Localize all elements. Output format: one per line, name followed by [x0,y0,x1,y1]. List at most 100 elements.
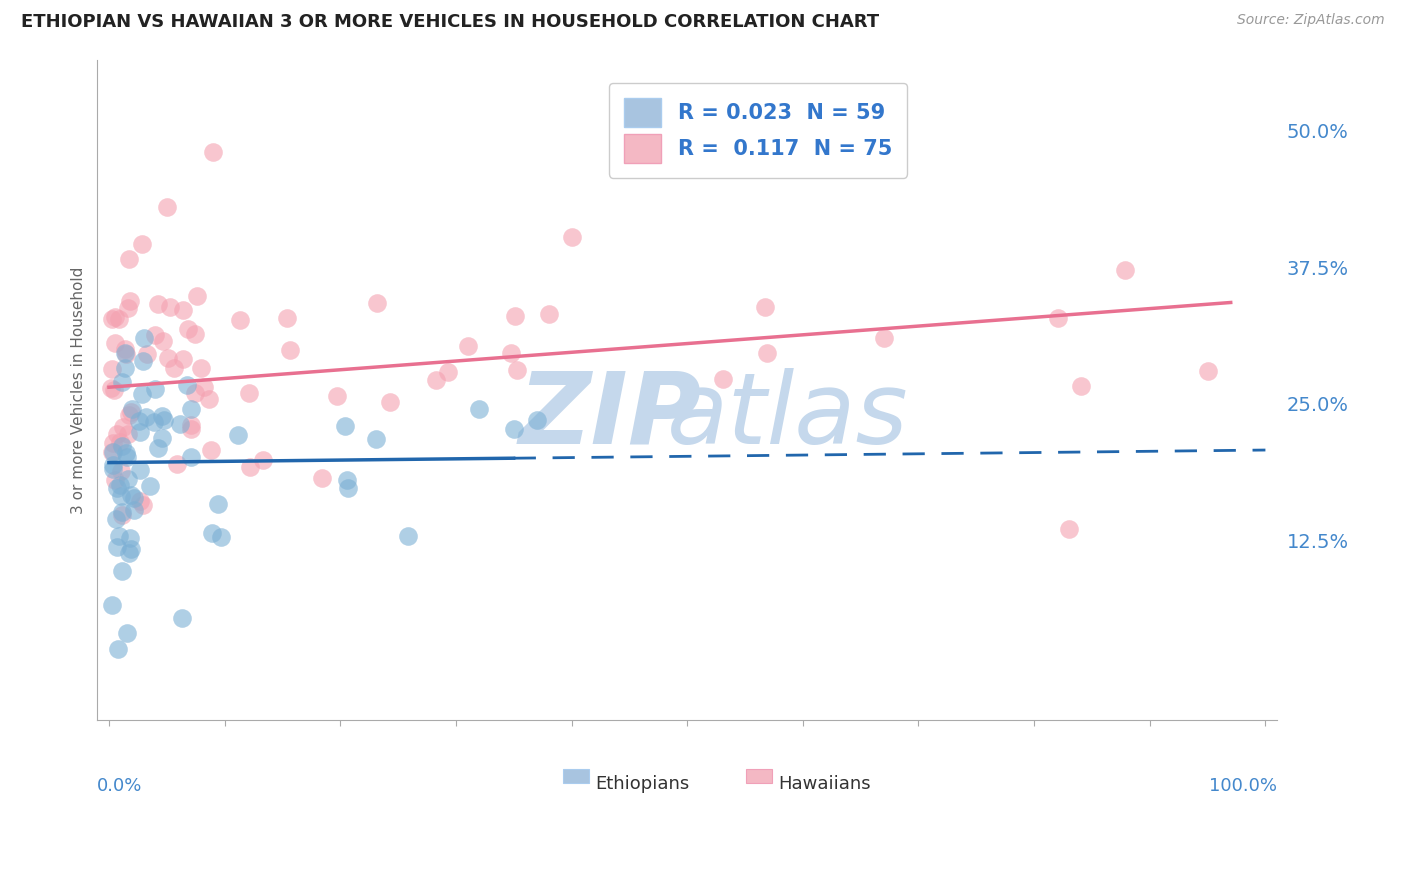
Point [172,351,194,366]
Point [152,334,174,349]
Point [378,395,401,409]
Point [468,402,491,417]
Point [118,252,141,266]
Point [336,473,359,487]
Point [150,409,173,423]
FancyBboxPatch shape [747,769,772,783]
Point [117,450,139,465]
Point [1046,310,1069,325]
Point [114,361,136,376]
Point [101,362,124,376]
Point [396,529,419,543]
Point [172,611,194,625]
Point [157,351,180,366]
Point [169,417,191,431]
Point [128,414,150,428]
Point [138,479,160,493]
Point [115,446,138,460]
Point [101,458,124,473]
Point [105,482,128,496]
Text: 0.0%: 0.0% [97,777,143,795]
Point [201,525,224,540]
Point [143,328,166,343]
Point [120,404,142,418]
Point [503,309,526,323]
Text: 100.0%: 100.0% [1209,777,1277,795]
Point [104,310,127,324]
Point [366,295,388,310]
Point [111,508,134,523]
Point [122,503,145,517]
Text: ZIP: ZIP [519,368,702,465]
Point [111,439,134,453]
Point [100,598,122,612]
Point [537,307,560,321]
Point [180,422,202,436]
Text: ETHIOPIAN VS HAWAIIAN 3 OR MORE VEHICLES IN HOUSEHOLD CORRELATION CHART: ETHIOPIAN VS HAWAIIAN 3 OR MORE VEHICLES… [21,13,879,31]
Text: Hawaiians: Hawaiians [778,775,870,793]
Text: Ethiopians: Ethiopians [595,775,689,793]
Point [183,327,205,342]
Point [129,462,152,476]
Point [128,425,150,439]
Point [108,529,131,543]
Point [115,626,138,640]
Point [104,473,127,487]
Point [873,331,896,345]
Point [526,413,548,427]
Point [135,410,157,425]
Point [437,365,460,379]
FancyBboxPatch shape [564,769,589,783]
Point [311,471,333,485]
Point [111,419,134,434]
Text: Source: ZipAtlas.com: Source: ZipAtlas.com [1237,13,1385,28]
Point [364,432,387,446]
Point [326,389,349,403]
Point [117,472,139,486]
Point [131,386,153,401]
Point [280,343,302,358]
Point [110,478,132,492]
Point [226,428,249,442]
Y-axis label: 3 or more Vehicles in Household: 3 or more Vehicles in Household [72,267,86,514]
Point [110,464,132,478]
Point [148,442,170,456]
Point [136,347,159,361]
Point [122,491,145,505]
Point [120,531,142,545]
Point [180,450,202,464]
Point [711,372,734,386]
Point [425,373,447,387]
Point [120,541,142,556]
Point [100,311,122,326]
Point [107,642,129,657]
Point [107,311,129,326]
Point [134,331,156,345]
Point [193,380,215,394]
Point [1057,522,1080,536]
Point [103,383,125,397]
Text: atlas: atlas [666,368,908,465]
Point [229,313,252,327]
Point [176,378,198,392]
Point [120,294,142,309]
Point [207,497,229,511]
Point [200,442,222,457]
Point [1070,378,1092,392]
Point [131,237,153,252]
Point [1114,263,1136,277]
Point [501,345,523,359]
Point [105,427,128,442]
Point [121,402,143,417]
Point [503,422,526,436]
Point [156,200,179,214]
Point [166,457,188,471]
Point [1197,364,1219,378]
Point [197,392,219,406]
Point [110,489,132,503]
Point [115,346,138,360]
Point [142,415,165,429]
Point [190,361,212,376]
Point [276,311,298,326]
Point [104,511,127,525]
